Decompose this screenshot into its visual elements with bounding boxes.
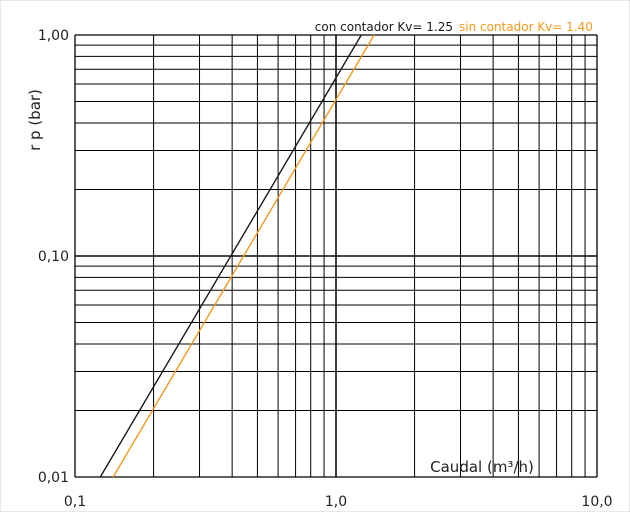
y-tick-label: 0,10 bbox=[38, 249, 69, 265]
series-layer bbox=[99, 34, 375, 478]
x-tick-label: 10,0 bbox=[581, 494, 612, 510]
legend-entry-con-contador: con contador Kv= 1.25 bbox=[315, 20, 453, 34]
y-axis-title: r p (bar) bbox=[26, 89, 44, 151]
grid bbox=[74, 34, 598, 478]
x-tick-label: 1,0 bbox=[325, 494, 347, 510]
legend-entry-sin-contador: sin contador Kv= 1.40 bbox=[459, 20, 593, 34]
y-tick-label: 0,01 bbox=[38, 470, 69, 486]
series-line-0 bbox=[99, 34, 362, 478]
x-tick-label: 0,1 bbox=[64, 494, 86, 510]
series-line-1 bbox=[112, 34, 375, 478]
tick-labels: 0,1 1,0 10,0 0,01 0,10 1,00 bbox=[38, 28, 613, 510]
y-tick-label: 1,00 bbox=[38, 28, 69, 44]
x-axis-title: Caudal (m³/h) bbox=[430, 458, 534, 476]
